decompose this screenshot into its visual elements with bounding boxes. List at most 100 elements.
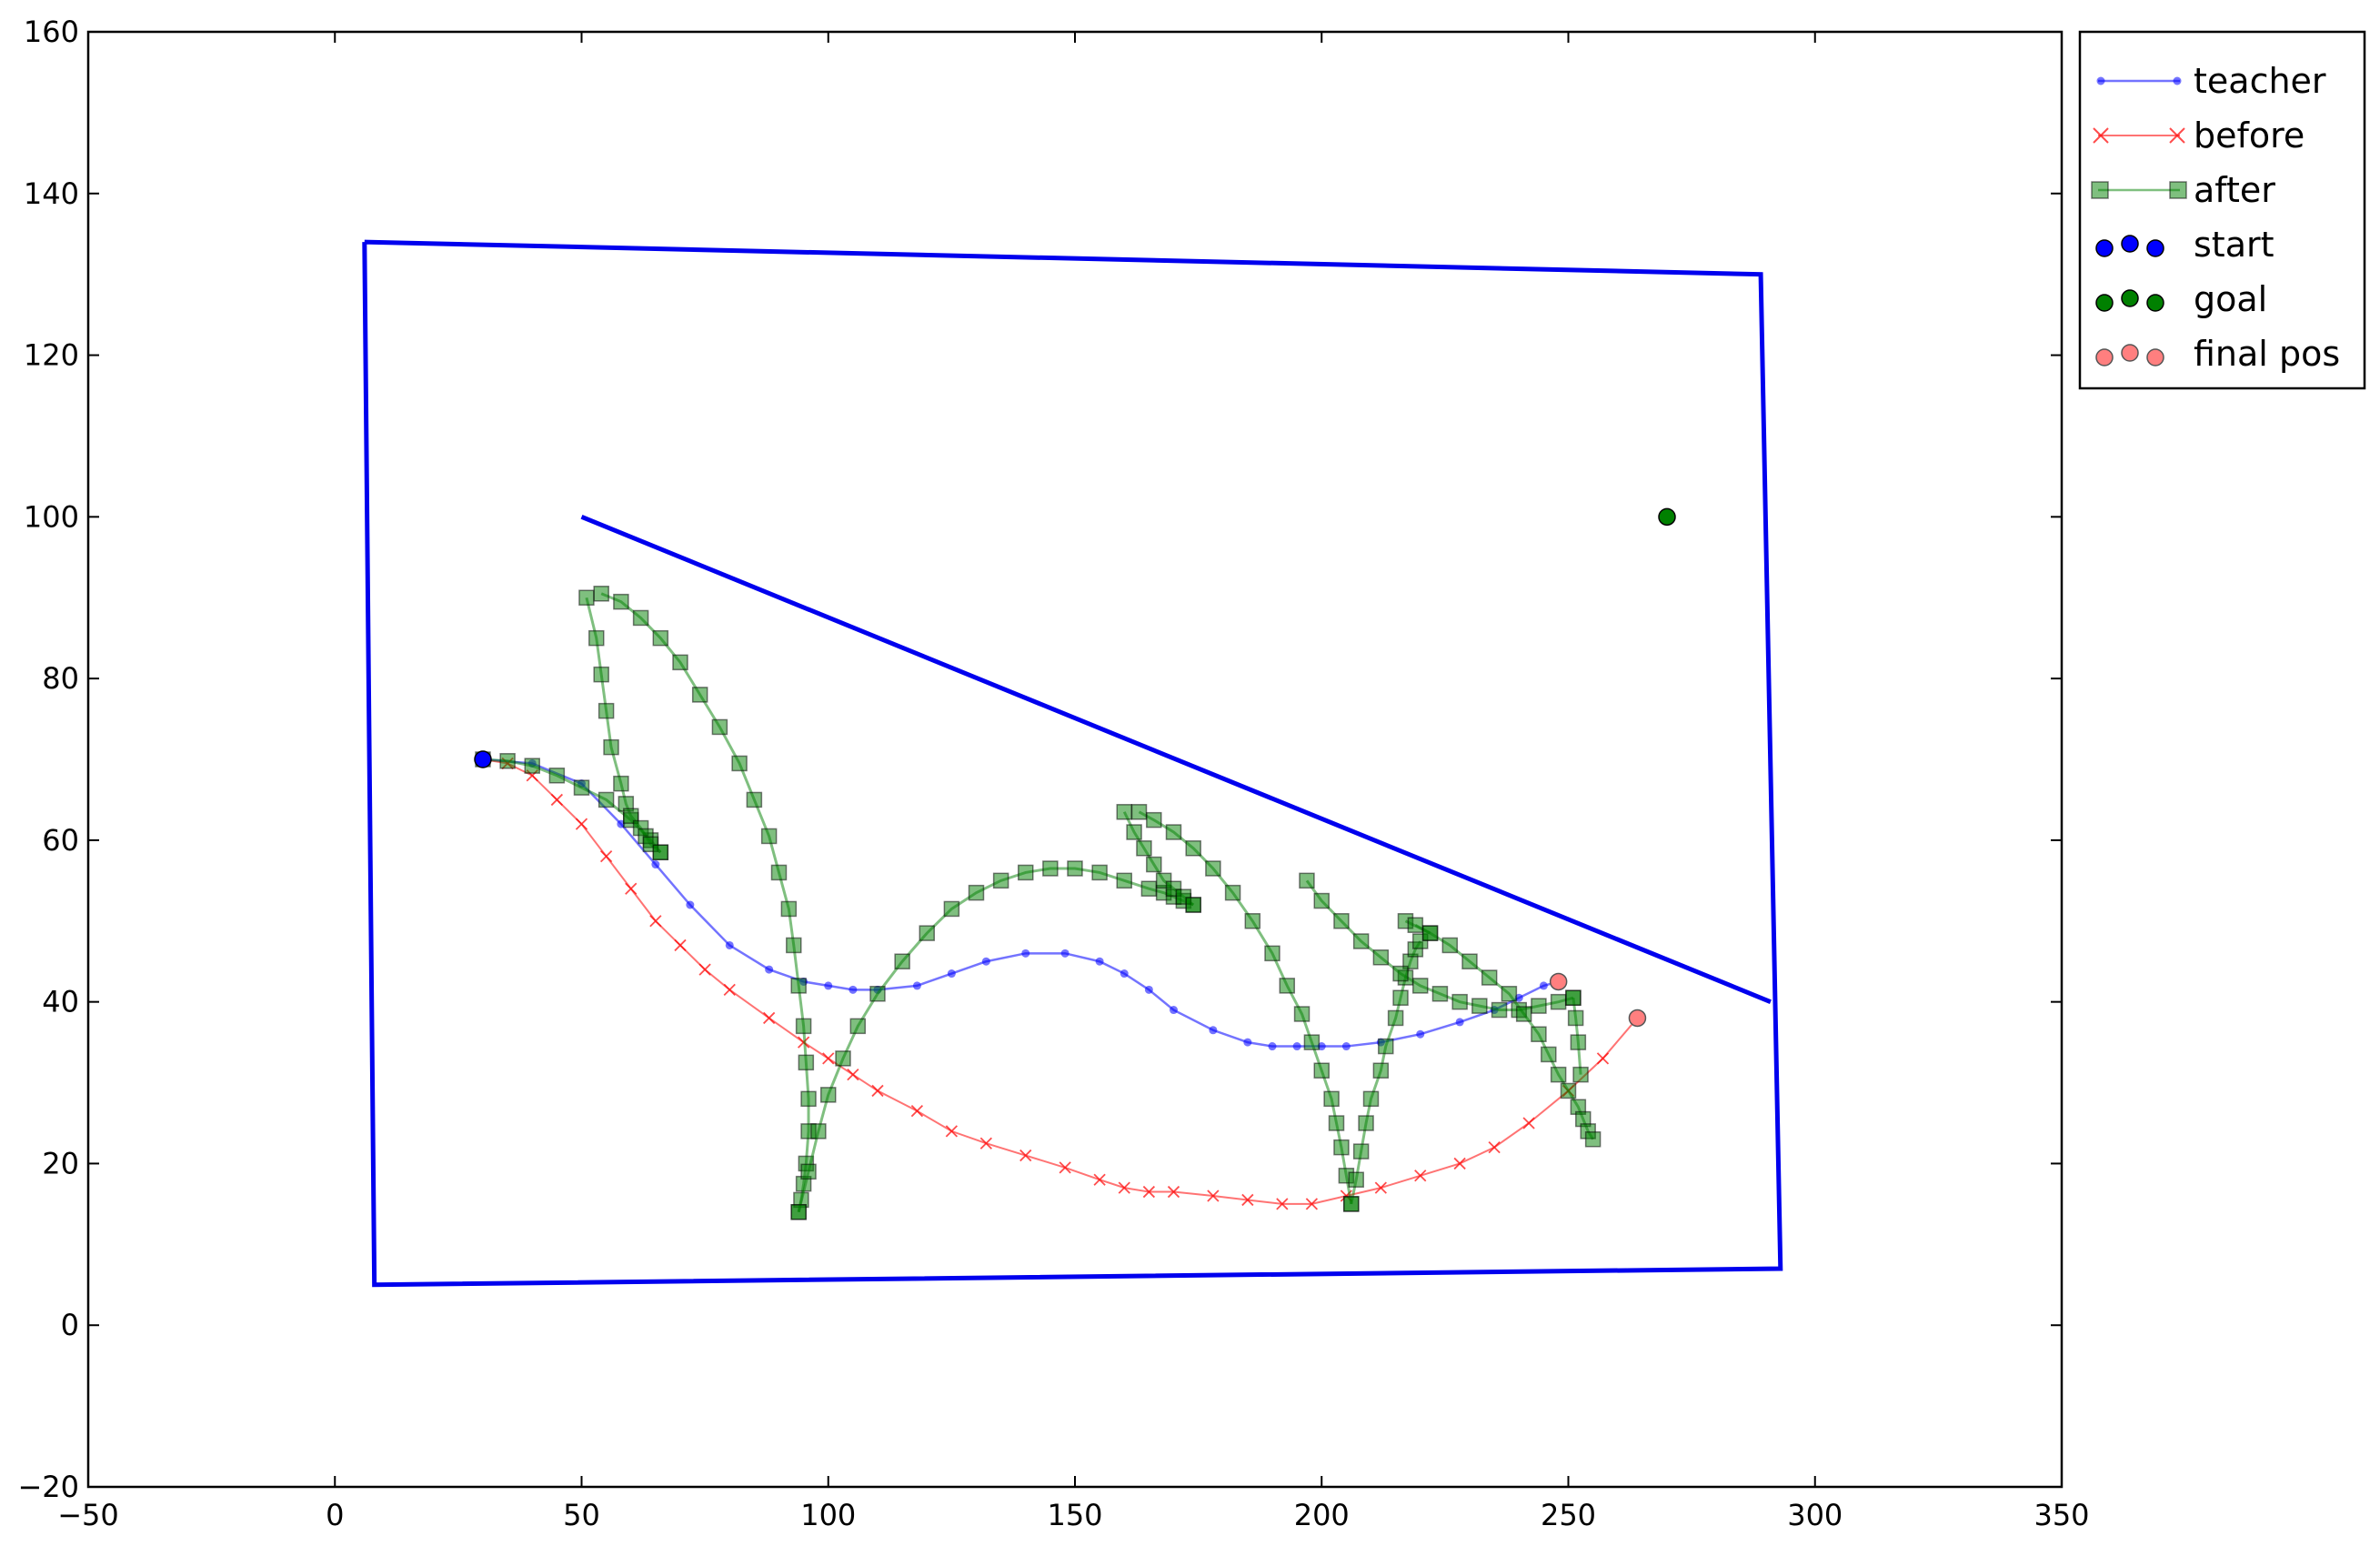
teacher-point <box>1144 985 1153 994</box>
x-tick-label: 100 <box>800 1498 856 1532</box>
legend-label-goal: goal <box>2194 279 2267 319</box>
teacher-point <box>981 957 990 966</box>
key-points <box>474 507 1676 1028</box>
teacher-point <box>1292 1042 1301 1051</box>
after-point <box>632 609 649 627</box>
before-point <box>625 882 638 895</box>
x-tick-label: 350 <box>2034 1498 2089 1532</box>
after-point <box>672 654 688 671</box>
teacher-point <box>849 985 858 994</box>
legend-label-after: after <box>2194 170 2275 210</box>
x-axis: −50 0 50 100 150 200 250 300 350 <box>57 32 2090 1532</box>
after-point <box>1461 953 1478 969</box>
after-point <box>1441 937 1459 954</box>
after-point <box>711 718 728 736</box>
after-point <box>1185 897 1201 913</box>
after-point <box>800 1163 817 1180</box>
after-point <box>598 791 615 808</box>
y-tick-label: 100 <box>24 499 79 534</box>
teacher-point <box>1539 981 1548 990</box>
before-point <box>1414 1170 1427 1182</box>
legend-label-before: before <box>2194 115 2305 156</box>
before-point <box>1276 1198 1289 1210</box>
before-point <box>979 1137 992 1149</box>
after-point <box>1165 824 1182 840</box>
after-point <box>1018 864 1034 881</box>
before-point <box>649 915 662 928</box>
before-point <box>1142 1185 1156 1199</box>
teacher-point <box>765 965 774 974</box>
after-point <box>1067 860 1083 877</box>
teacher-point <box>1341 1042 1351 1051</box>
after-point <box>820 1087 837 1103</box>
after-point <box>1572 1066 1589 1083</box>
after-point <box>1333 913 1350 929</box>
after-point <box>652 844 669 860</box>
before-point <box>575 818 588 830</box>
before-point <box>1241 1193 1254 1207</box>
after-point <box>1550 993 1567 1010</box>
after-point <box>1412 978 1429 994</box>
after-point <box>588 629 605 647</box>
after-point <box>1323 1090 1340 1108</box>
before-point <box>1059 1161 1071 1174</box>
legend-entry-after: after <box>2091 170 2275 210</box>
y-axis: −20 0 20 40 60 80 100 120 140 160 <box>17 15 2062 1504</box>
before-point <box>723 983 736 996</box>
after-point <box>548 768 566 784</box>
after-line <box>1572 998 1582 1075</box>
after-point <box>1372 949 1390 966</box>
y-tick-label: 140 <box>24 176 79 211</box>
after-point <box>780 900 798 918</box>
legend-entry-final-pos: final pos <box>2095 334 2340 374</box>
after-point <box>1567 1009 1584 1027</box>
after-point <box>1541 1046 1557 1063</box>
final-pos-marker <box>1549 972 1568 991</box>
after-point <box>1091 864 1108 881</box>
before-point <box>1118 1181 1130 1194</box>
after-point <box>1313 892 1330 909</box>
y-tick-label: 20 <box>42 1146 79 1180</box>
teacher-point <box>686 900 695 909</box>
y-tick-label: 120 <box>24 338 79 373</box>
after-point <box>1343 1196 1360 1212</box>
teacher-line <box>482 758 1559 1048</box>
after-point <box>919 925 935 941</box>
before-point <box>910 1105 924 1118</box>
after-point <box>790 1204 807 1220</box>
after-point <box>1387 1009 1404 1027</box>
after-point <box>1431 986 1449 1002</box>
teacher-point <box>1170 1006 1178 1015</box>
after-point <box>1333 1139 1350 1156</box>
teacher-point <box>1120 969 1129 979</box>
after-point <box>1392 989 1409 1006</box>
after-point <box>1348 1171 1364 1188</box>
legend-entry-before: before <box>2093 115 2305 156</box>
after-point <box>1126 824 1142 840</box>
goal-marker <box>1658 507 1676 527</box>
after-point <box>869 986 886 1002</box>
after-point <box>800 1090 817 1108</box>
before-point <box>871 1084 884 1098</box>
x-tick-label: 250 <box>1541 1498 1596 1532</box>
before-point <box>1019 1149 1032 1162</box>
after-point <box>1116 872 1132 889</box>
before-point <box>674 939 687 952</box>
before-point <box>847 1069 859 1081</box>
after-point <box>499 753 516 769</box>
teacher-point <box>824 981 833 990</box>
x-tick-label: 300 <box>1787 1498 1843 1532</box>
teacher-point <box>1060 949 1069 958</box>
before-point <box>698 963 711 976</box>
after-point <box>1501 986 1518 1002</box>
y-tick-label: 160 <box>24 15 79 49</box>
before-point <box>1453 1157 1466 1170</box>
after-point <box>731 755 748 772</box>
after-point <box>798 1054 815 1071</box>
after-point <box>835 1050 851 1067</box>
before-point <box>1374 1181 1387 1194</box>
before-point <box>1305 1198 1319 1210</box>
after-point <box>1116 804 1132 820</box>
legend-entry-goal: goal <box>2095 279 2267 319</box>
y-tick-label: −20 <box>17 1470 79 1504</box>
